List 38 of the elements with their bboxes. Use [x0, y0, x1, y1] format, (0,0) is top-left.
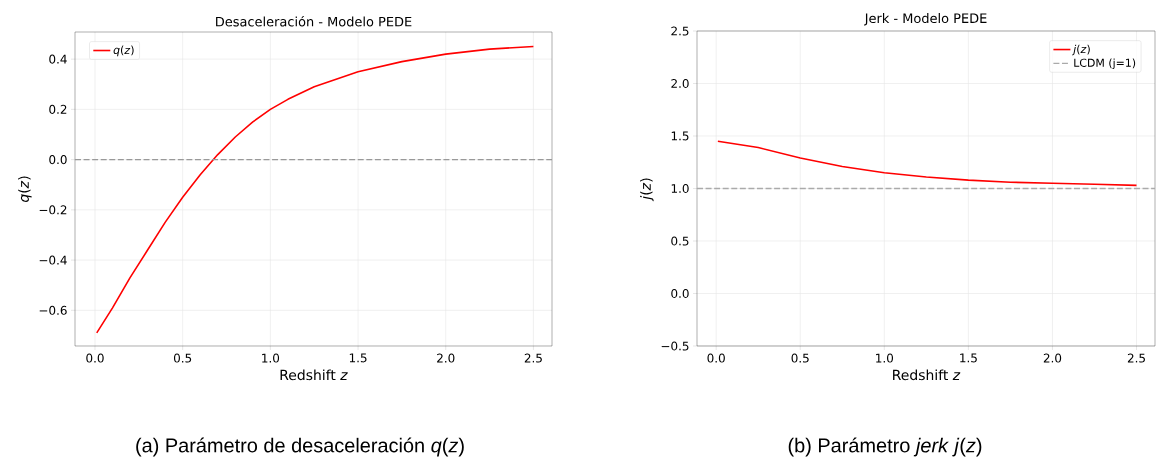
- y-tick-label: 0.5: [671, 236, 689, 246]
- y-tick-label: 1.0: [671, 183, 689, 194]
- y-axis-title: j(z): [640, 178, 654, 202]
- y-tick-label: 0.4: [49, 54, 67, 64]
- y-tick-label: 1.5: [671, 131, 689, 141]
- x-tick-label: 2.5: [524, 353, 542, 363]
- x-tick-label: 0.0: [707, 353, 725, 363]
- y-tick-label: 0.2: [49, 104, 67, 114]
- y-axis-title: q(z): [18, 176, 32, 203]
- x-tick-label: 1.5: [960, 353, 977, 363]
- text: (a) Parámetro de desaceleración q(z): [136, 437, 464, 457]
- y-tick-label: −0.2: [39, 205, 67, 215]
- line-series: [717, 140, 1138, 187]
- y-tick-label: −0.6: [39, 305, 67, 315]
- x-tick-label: 0.5: [173, 353, 192, 363]
- y-tick-label: 2.5: [671, 26, 689, 36]
- y-tick-label: 2.0: [671, 78, 689, 89]
- x-tick-label: 2.0: [1043, 353, 1062, 363]
- legend-label: q(z): [113, 45, 134, 57]
- x-tick-label: 1.0: [876, 353, 894, 363]
- chart-title: Jerk - Modelo PEDE: [864, 13, 987, 26]
- x-tick-label: 2.0: [437, 353, 455, 363]
- legend-label: LCDM (j=1): [1074, 58, 1136, 70]
- y-tick-label: −0.4: [39, 255, 67, 265]
- x-tick-label: 2.5: [1127, 353, 1145, 363]
- line-series: [95, 45, 535, 334]
- x-tick-label: 1.5: [349, 353, 367, 363]
- y-tick-label: −0.5: [661, 341, 689, 351]
- y-tick-label: 0.0: [671, 288, 689, 299]
- x-tick-label: 0.0: [86, 353, 104, 363]
- x-axis-title: Redshift z: [280, 369, 348, 381]
- y-tick-label: 0.0: [49, 155, 67, 165]
- x-tick-label: 0.5: [791, 353, 809, 363]
- text: (b) Parámetro jerk j(z): [788, 437, 982, 457]
- chart-title: Desaceleración - Modelo PEDE: [216, 15, 412, 27]
- x-tick-label: 1.0: [262, 353, 280, 363]
- x-axis-title: Redshift z: [893, 369, 961, 381]
- legend-label: j(z): [1071, 44, 1090, 56]
